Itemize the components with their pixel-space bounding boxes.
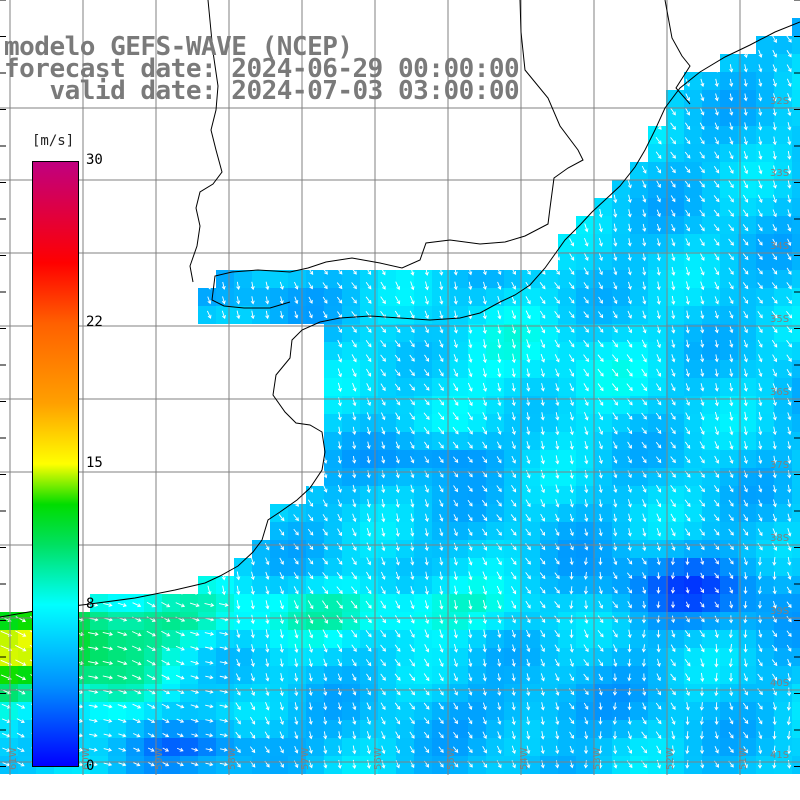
longitude-label: 54W (519, 747, 530, 770)
border-line-west (189, 0, 223, 283)
longitude-labels: 61W 60W 59W 58W 57W 56W 55W 54W 53W 52W 51W (8, 747, 749, 770)
colorbar-tick-label: 0 (86, 758, 95, 774)
longitude-label: 55W (446, 747, 457, 770)
latitude-label: 35S (770, 314, 789, 325)
latitude-label: 37S (770, 460, 789, 471)
wind-speed-field (0, 18, 800, 774)
longitude-label: 61W (8, 747, 19, 770)
latitude-label: 40S (770, 678, 789, 689)
longitude-label: 53W (592, 747, 603, 770)
colorbar-unit: [m/s] (32, 133, 75, 149)
colorbar (32, 161, 79, 767)
valid-date: valid date: 2024-07-03 03:00:00 (4, 76, 520, 106)
colorbar-tick-label: 15 (86, 455, 103, 471)
longitude-label: 56W (373, 747, 384, 770)
colorbar-tick-label: 30 (86, 152, 103, 168)
latitude-label: 36S (770, 387, 789, 398)
longitude-label: 58W (227, 747, 238, 770)
forecast-date: forecast date: 2024-06-29 00:00:00 (4, 54, 520, 84)
latitude-labels: 32S 33S 34S 35S 36S 37S 38S 39S 40S 41S (770, 96, 789, 761)
border-line (211, 0, 584, 309)
colorbar-tick-label: 8 (86, 596, 95, 613)
longitude-label: 59W (154, 747, 165, 770)
model-title: modelo GEFS-WAVE (NCEP) (4, 32, 353, 62)
colorbar-tick-label: 22 (86, 313, 103, 330)
latitude-label: 33S (770, 168, 789, 179)
latitude-label: 32S (770, 96, 789, 107)
latitude-label: 39S (770, 606, 789, 617)
longitude-label: 52W (665, 747, 676, 770)
longitude-label: 60W (81, 747, 92, 770)
longitude-label: 57W (300, 747, 311, 770)
latitude-label: 34S (770, 241, 789, 252)
graticule (0, 0, 800, 775)
coastline (0, 21, 800, 618)
longitude-label: 51W (738, 747, 749, 770)
border-line-north (664, 0, 691, 105)
latitude-label: 41S (770, 750, 789, 761)
latitude-label: 38S (770, 533, 789, 544)
